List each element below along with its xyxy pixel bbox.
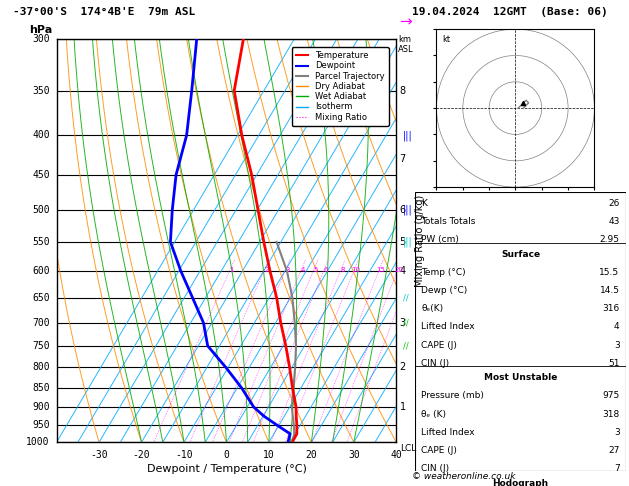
Text: 0: 0 (223, 450, 230, 460)
Text: Mixing Ratio (g/kg): Mixing Ratio (g/kg) (415, 194, 425, 287)
Text: 650: 650 (32, 293, 50, 303)
Text: CIN (J): CIN (J) (421, 464, 450, 473)
Text: -20: -20 (133, 450, 150, 460)
Text: 51: 51 (608, 359, 620, 368)
Text: Most Unstable: Most Unstable (484, 373, 557, 382)
Text: CAPE (J): CAPE (J) (421, 341, 457, 349)
Text: 8: 8 (340, 267, 345, 274)
Text: 1: 1 (230, 267, 234, 274)
Text: hPa: hPa (30, 25, 53, 35)
Text: Lifted Index: Lifted Index (421, 323, 475, 331)
Text: 10: 10 (263, 450, 275, 460)
Text: 316: 316 (603, 304, 620, 313)
Text: 318: 318 (603, 410, 620, 418)
Text: 15: 15 (377, 267, 386, 274)
Text: CAPE (J): CAPE (J) (421, 446, 457, 455)
Text: 15.5: 15.5 (599, 268, 620, 277)
Text: θₑ(K): θₑ(K) (421, 304, 443, 313)
Text: © weatheronline.co.uk: © weatheronline.co.uk (412, 472, 516, 481)
Text: 800: 800 (32, 363, 50, 372)
Text: kt: kt (442, 35, 450, 44)
Text: 40: 40 (391, 450, 402, 460)
Text: θₑ (K): θₑ (K) (421, 410, 447, 418)
Text: 350: 350 (32, 86, 50, 96)
Text: 20: 20 (395, 267, 404, 274)
Text: 30: 30 (348, 450, 360, 460)
Text: km
ASL: km ASL (398, 35, 414, 54)
Text: Dewpoint / Temperature (°C): Dewpoint / Temperature (°C) (147, 465, 306, 474)
Text: 3: 3 (614, 428, 620, 437)
Text: 6: 6 (399, 205, 406, 215)
Text: -10: -10 (175, 450, 193, 460)
Text: |||: ||| (403, 237, 413, 247)
Text: 14.5: 14.5 (599, 286, 620, 295)
Text: 43: 43 (608, 217, 620, 226)
Text: 8: 8 (399, 86, 406, 96)
Text: 4: 4 (614, 323, 620, 331)
Text: Dewp (°C): Dewp (°C) (421, 286, 468, 295)
Text: 900: 900 (32, 402, 50, 412)
Text: PW (cm): PW (cm) (421, 235, 459, 244)
Text: LCL: LCL (399, 444, 416, 453)
Text: 600: 600 (32, 266, 50, 276)
Text: 950: 950 (32, 420, 50, 430)
Text: 550: 550 (32, 237, 50, 247)
Text: //: // (403, 318, 409, 327)
Text: 3: 3 (399, 318, 406, 328)
Text: 2: 2 (264, 267, 269, 274)
Text: Temp (°C): Temp (°C) (421, 268, 466, 277)
Text: //: // (403, 294, 409, 302)
Text: 27: 27 (608, 446, 620, 455)
Text: 6: 6 (324, 267, 328, 274)
Text: 2.95: 2.95 (599, 235, 620, 244)
Text: -30: -30 (90, 450, 108, 460)
Text: 3: 3 (286, 267, 290, 274)
Text: 4: 4 (399, 266, 406, 276)
Text: Totals Totals: Totals Totals (421, 217, 476, 226)
Text: 975: 975 (603, 392, 620, 400)
Text: 7: 7 (399, 155, 406, 164)
Text: 4: 4 (301, 267, 305, 274)
Text: 5: 5 (399, 237, 406, 247)
Text: →: → (399, 15, 412, 29)
Text: Surface: Surface (501, 250, 540, 259)
Text: K: K (421, 199, 427, 208)
Text: Hodograph: Hodograph (493, 479, 548, 486)
Text: 19.04.2024  12GMT  (Base: 06): 19.04.2024 12GMT (Base: 06) (412, 7, 608, 17)
Text: 5: 5 (313, 267, 318, 274)
Text: -37°00'S  174°4B'E  79m ASL: -37°00'S 174°4B'E 79m ASL (13, 7, 195, 17)
Text: 450: 450 (32, 170, 50, 180)
Text: Lifted Index: Lifted Index (421, 428, 475, 437)
Text: 20: 20 (306, 450, 317, 460)
Legend: Temperature, Dewpoint, Parcel Trajectory, Dry Adiabat, Wet Adiabat, Isotherm, Mi: Temperature, Dewpoint, Parcel Trajectory… (292, 47, 389, 126)
Text: 1000: 1000 (26, 437, 50, 447)
Text: 1: 1 (399, 402, 406, 412)
Text: 500: 500 (32, 205, 50, 215)
Text: CIN (J): CIN (J) (421, 359, 450, 368)
Text: |||: ||| (403, 205, 413, 215)
Text: //: // (403, 341, 409, 350)
Text: 700: 700 (32, 318, 50, 328)
Text: 850: 850 (32, 383, 50, 393)
Text: 7: 7 (614, 464, 620, 473)
Text: 750: 750 (32, 341, 50, 351)
Text: |||: ||| (403, 130, 413, 140)
Text: 10: 10 (352, 267, 360, 274)
Text: 26: 26 (608, 199, 620, 208)
Text: 300: 300 (32, 34, 50, 44)
Text: Pressure (mb): Pressure (mb) (421, 392, 484, 400)
Text: 400: 400 (32, 130, 50, 140)
Text: 3: 3 (614, 341, 620, 349)
Text: 2: 2 (399, 363, 406, 372)
